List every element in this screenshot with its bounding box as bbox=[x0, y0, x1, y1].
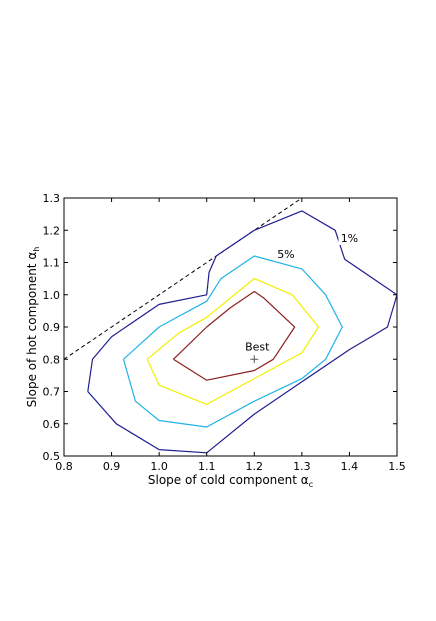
contour-label-2: 5% bbox=[277, 248, 294, 261]
dashed-reference-line bbox=[64, 198, 303, 360]
y-tick-label: 1.1 bbox=[43, 257, 61, 270]
y-tick-label: 1.2 bbox=[43, 224, 61, 237]
y-tick-label: 1.0 bbox=[43, 289, 61, 302]
contour-label-1: 1% bbox=[341, 232, 358, 245]
contour-labels-layer: 1% 5% Best bbox=[245, 230, 361, 364]
x-tick-label: 1.2 bbox=[246, 460, 264, 473]
y-tick-label: 0.7 bbox=[43, 386, 61, 399]
x-tick-label: 1.0 bbox=[150, 460, 168, 473]
y-tick-label: 0.8 bbox=[43, 353, 61, 366]
contour-line-2 bbox=[122, 255, 343, 428]
y-axis-label: Slope of hot component αh bbox=[25, 247, 41, 408]
x-tick-label: 1.4 bbox=[341, 460, 359, 473]
x-axis-label: Slope of cold component αc bbox=[148, 473, 313, 489]
best-fit-label: Best bbox=[245, 340, 270, 353]
plot-frame bbox=[63, 197, 398, 457]
best-fit-marker bbox=[250, 355, 259, 364]
axis-ticks-layer: 0.8 0.9 1.0 1.1 1.2 1.3 1.4 1.5 0.5 0.6 0.7 0.8 0.9 1… bbox=[43, 192, 406, 473]
contour-lines-layer bbox=[64, 198, 397, 454]
contour-line-4 bbox=[172, 290, 296, 381]
contour-line-1 bbox=[87, 210, 397, 454]
y-tick-label: 0.9 bbox=[43, 321, 61, 334]
x-tick-label: 1.3 bbox=[293, 460, 311, 473]
contour-line-3 bbox=[146, 278, 320, 405]
y-tick-label: 0.6 bbox=[43, 418, 61, 431]
x-tick-label: 1.5 bbox=[388, 460, 406, 473]
y-tick-label: 1.3 bbox=[43, 192, 61, 205]
x-tick-label: 1.1 bbox=[198, 460, 216, 473]
axis-labels-layer: Slope of cold component αc Slope of hot c… bbox=[25, 247, 313, 489]
x-tick-label: 0.9 bbox=[103, 460, 121, 473]
x-tick-label: 0.8 bbox=[55, 460, 73, 473]
y-tick-label: 0.5 bbox=[43, 450, 61, 463]
